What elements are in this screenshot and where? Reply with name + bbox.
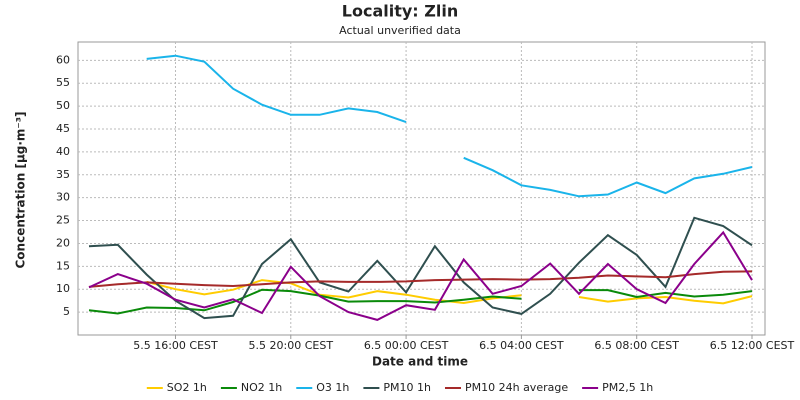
y-tick-label: 5 <box>63 305 70 318</box>
series-line <box>88 216 753 320</box>
legend-label: O3 1h <box>316 381 349 394</box>
y-axis-label: Concentration [µg·m⁻³] <box>14 112 28 269</box>
series-line <box>88 230 753 321</box>
y-tick-label: 60 <box>56 53 70 66</box>
x-tick-label: 6.5 08:00 CEST <box>594 339 679 352</box>
y-tick-label: 15 <box>56 259 70 272</box>
chart-subtitle: Actual unverified data <box>339 24 461 37</box>
y-tick-label: 40 <box>56 145 70 158</box>
x-tick-label: 6.5 04:00 CEST <box>479 339 564 352</box>
y-tick-label: 30 <box>56 191 70 204</box>
legend-label: PM10 24h average <box>465 381 568 394</box>
x-axis-label: Date and time <box>372 355 468 369</box>
y-tick-label: 55 <box>56 76 70 89</box>
y-tick-label: 25 <box>56 214 70 227</box>
x-tick-label: 6.5 00:00 CEST <box>364 339 449 352</box>
y-tick-label: 10 <box>56 282 70 295</box>
y-tick-label: 35 <box>56 168 70 181</box>
y-tick-label: 50 <box>56 99 70 112</box>
legend-label: PM10 1h <box>383 381 431 394</box>
series-line <box>88 270 753 288</box>
plot-frame <box>77 41 766 336</box>
series-line <box>146 279 753 305</box>
legend-label: NO2 1h <box>241 381 282 394</box>
legend-label: SO2 1h <box>167 381 207 394</box>
series-line <box>88 288 753 315</box>
legend-label: PM2,5 1h <box>602 381 653 394</box>
chart-title: Locality: Zlin <box>342 2 458 21</box>
series-line <box>146 54 753 198</box>
x-tick-label: 6.5 12:00 CEST <box>710 339 795 352</box>
y-tick-label: 45 <box>56 122 70 135</box>
x-tick-label: 5.5 16:00 CEST <box>133 339 218 352</box>
y-tick-label: 20 <box>56 236 70 249</box>
x-tick-label: 5.5 20:00 CEST <box>249 339 334 352</box>
